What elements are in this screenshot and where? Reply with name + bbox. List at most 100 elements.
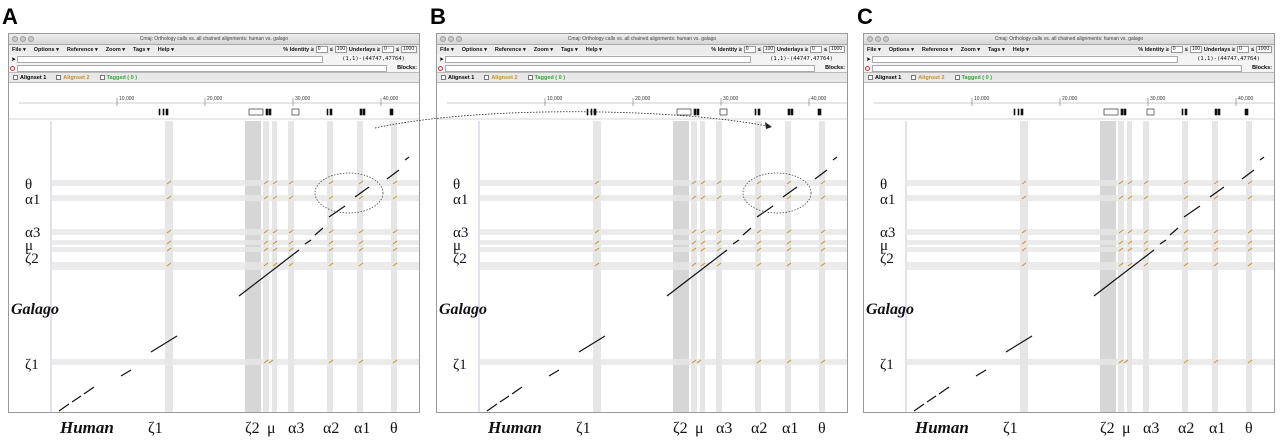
alignset2-segment bbox=[1213, 229, 1219, 234]
identity-min-input[interactable]: 0 bbox=[315, 46, 328, 53]
blocks-label: Blocks: bbox=[825, 65, 845, 71]
menu-reference[interactable]: Reference ▾ bbox=[66, 47, 98, 53]
zoom-window-icon[interactable] bbox=[456, 36, 462, 42]
zoom-window-icon[interactable] bbox=[883, 36, 889, 42]
alignset2-segment bbox=[716, 180, 722, 185]
menu-reference[interactable]: Reference ▾ bbox=[921, 47, 953, 53]
alignset2-segment bbox=[1213, 240, 1219, 245]
location-field[interactable] bbox=[17, 56, 323, 63]
menu-help[interactable]: Help ▾ bbox=[157, 47, 174, 53]
alignset2-toggle[interactable]: Alignset 2 bbox=[56, 75, 90, 81]
alignset2-segment bbox=[263, 229, 269, 234]
menu-tags[interactable]: Tags ▾ bbox=[133, 47, 150, 53]
alignset1-toggle[interactable]: Alignset 1 bbox=[13, 75, 46, 81]
ruler-tick-label: 20,000 bbox=[635, 96, 651, 102]
highlight-ellipse bbox=[742, 172, 812, 214]
alignset2-toggle[interactable]: Alignset 2 bbox=[484, 75, 518, 81]
x-axis-label: θ bbox=[1245, 420, 1253, 437]
underlays-max-input[interactable]: 1000 bbox=[401, 46, 417, 53]
underlays-min-input[interactable]: 0 bbox=[381, 46, 394, 53]
feature-block bbox=[1146, 108, 1155, 116]
alignset2-segment bbox=[700, 180, 706, 185]
identity-label: % Identity ≥ bbox=[1138, 46, 1169, 53]
minimize-window-icon[interactable] bbox=[20, 36, 26, 42]
x-axis-label: ζ2 bbox=[673, 420, 688, 437]
menu-options[interactable]: Options ▾ bbox=[33, 47, 59, 53]
location-field[interactable] bbox=[445, 56, 751, 63]
ruler-tick-label: 10,000 bbox=[119, 96, 135, 102]
identity-min-input[interactable]: 0 bbox=[743, 46, 756, 53]
menu-zoom[interactable]: Zoom ▾ bbox=[105, 47, 125, 53]
minimize-window-icon[interactable] bbox=[448, 36, 454, 42]
tagged-toggle[interactable]: Tagged ( 0 ) bbox=[527, 75, 565, 81]
menu-file[interactable]: File ▾ bbox=[440, 47, 454, 53]
stop-icon[interactable] bbox=[438, 66, 443, 71]
alignset1-segment bbox=[1259, 156, 1265, 161]
underlays-min-input[interactable]: 0 bbox=[1236, 46, 1249, 53]
menu-file[interactable]: File ▾ bbox=[867, 47, 881, 53]
alignset2-segment bbox=[166, 229, 172, 234]
menu-file[interactable]: File ▾ bbox=[12, 47, 26, 53]
close-window-icon[interactable] bbox=[440, 36, 446, 42]
menu-options[interactable]: Options ▾ bbox=[888, 47, 914, 53]
menu-zoom[interactable]: Zoom ▾ bbox=[533, 47, 553, 53]
alignset1-segment bbox=[832, 156, 838, 161]
underlays-max-input[interactable]: 1000 bbox=[829, 46, 845, 53]
stop-icon[interactable] bbox=[865, 66, 870, 71]
alignset2-segment bbox=[1183, 229, 1189, 234]
alignset2-segment bbox=[1127, 195, 1133, 200]
feature-block bbox=[389, 108, 394, 116]
search-field[interactable] bbox=[17, 65, 387, 72]
menu-tags[interactable]: Tags ▾ bbox=[988, 47, 1005, 53]
identity-max-input[interactable]: 100 bbox=[334, 46, 347, 53]
alignset1-segment bbox=[975, 369, 987, 377]
underlays-min-input[interactable]: 0 bbox=[809, 46, 822, 53]
y-axis-label: α3 bbox=[880, 225, 895, 241]
location-field[interactable] bbox=[872, 56, 1178, 63]
alignset2-segment bbox=[358, 180, 364, 185]
alignset2-segment bbox=[1213, 247, 1219, 252]
underlays-max-input[interactable]: 1000 bbox=[1256, 46, 1272, 53]
ruler-tick-label: 10,000 bbox=[974, 96, 990, 102]
alignset2-segment bbox=[328, 195, 334, 200]
alignset2-segment bbox=[272, 262, 278, 267]
tagged-toggle[interactable]: Tagged ( 0 ) bbox=[99, 75, 137, 81]
tagged-toggle[interactable]: Tagged ( 0 ) bbox=[954, 75, 992, 81]
zoom-window-icon[interactable] bbox=[28, 36, 34, 42]
menu-help[interactable]: Help ▾ bbox=[585, 47, 602, 53]
location-row: ➤ (1,1)-(44747,47764) bbox=[9, 55, 419, 64]
alignset2-segment bbox=[392, 247, 398, 252]
search-field[interactable] bbox=[445, 65, 815, 72]
alignset1-segment bbox=[1241, 169, 1255, 180]
minimize-window-icon[interactable] bbox=[875, 36, 881, 42]
stop-icon[interactable] bbox=[10, 66, 15, 71]
alignset1-segment bbox=[499, 395, 510, 403]
alignset1-toggle[interactable]: Alignset 1 bbox=[441, 75, 474, 81]
identity-min-input[interactable]: 0 bbox=[1170, 46, 1183, 53]
alignset1-segment bbox=[83, 386, 95, 395]
le-symbol: ≤ bbox=[1184, 46, 1188, 53]
menu-help[interactable]: Help ▾ bbox=[1012, 47, 1029, 53]
menu-zoom[interactable]: Zoom ▾ bbox=[960, 47, 980, 53]
alignset2-toggle[interactable]: Alignset 2 bbox=[911, 75, 945, 81]
alignset2-segment bbox=[756, 240, 762, 245]
close-window-icon[interactable] bbox=[12, 36, 18, 42]
alignset2-segment bbox=[691, 359, 697, 364]
feature-block bbox=[693, 108, 697, 116]
feature-block bbox=[1244, 108, 1249, 116]
alignset1-segment bbox=[814, 169, 828, 180]
alignset2-segment bbox=[1143, 180, 1149, 185]
search-field[interactable] bbox=[872, 65, 1242, 72]
feature-block bbox=[359, 108, 363, 116]
menu-tags[interactable]: Tags ▾ bbox=[561, 47, 578, 53]
alignset1-toggle[interactable]: Alignset 1 bbox=[868, 75, 901, 81]
close-window-icon[interactable] bbox=[867, 36, 873, 42]
menu-options[interactable]: Options ▾ bbox=[461, 47, 487, 53]
identity-max-input[interactable]: 100 bbox=[1189, 46, 1202, 53]
menu-reference[interactable]: Reference ▾ bbox=[494, 47, 526, 53]
alignset2-segment bbox=[166, 262, 172, 267]
identity-max-input[interactable]: 100 bbox=[762, 46, 775, 53]
